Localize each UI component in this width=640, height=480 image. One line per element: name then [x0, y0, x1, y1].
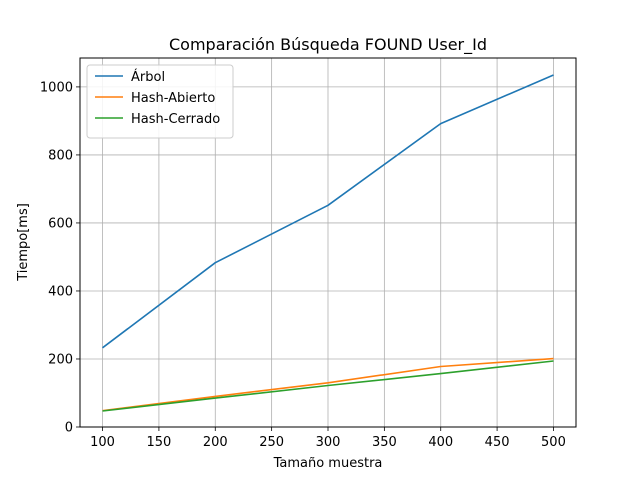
legend: Árbol Hash-Abierto Hash-Cerrado	[86, 64, 234, 139]
axis-ticks: 100 150 200 250 300 350 400 450 500 0 200 400 600 800…	[40, 80, 566, 450]
x-tick-label: 500	[541, 435, 566, 450]
series-line-2	[102, 360, 554, 412]
x-axis-label: Tamaño muestra	[273, 456, 383, 471]
y-tick-label: 400	[48, 284, 73, 299]
legend-box	[86, 64, 234, 139]
y-tick-label: 600	[48, 216, 73, 231]
y-tick-label: 0	[65, 421, 73, 436]
y-tick-label: 200	[48, 352, 73, 367]
x-tick-label: 100	[90, 435, 115, 450]
x-tick-label: 150	[146, 435, 171, 450]
series-line-1	[102, 357, 554, 412]
x-tick-label: 300	[316, 435, 341, 450]
x-tick-label: 450	[485, 435, 510, 450]
x-tick-label: 250	[259, 435, 284, 450]
legend-label-0: Árbol	[131, 69, 165, 85]
y-tick-label: 1000	[40, 80, 73, 95]
x-tick-label: 200	[203, 435, 228, 450]
legend-label-2: Hash-Cerrado	[131, 112, 220, 127]
x-tick-label: 400	[428, 435, 453, 450]
series-line-0	[102, 74, 554, 349]
x-tick-label: 350	[372, 435, 397, 450]
y-tick-label: 800	[48, 148, 73, 163]
series-lines	[102, 74, 554, 412]
y-axis-label: Tiempo[ms]	[16, 203, 31, 282]
legend-label-1: Hash-Abierto	[131, 91, 215, 106]
chart-title: Comparación Búsqueda FOUND User_Id	[169, 35, 487, 55]
